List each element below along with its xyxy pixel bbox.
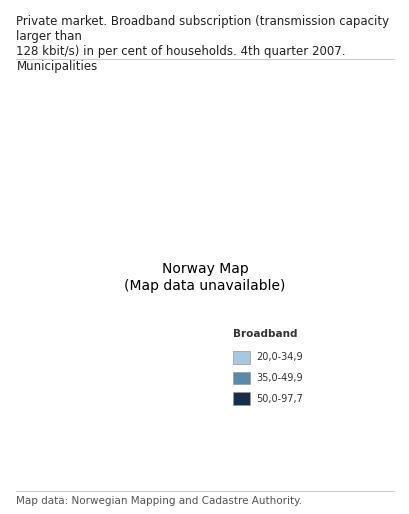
- Text: Broadband: Broadband: [232, 329, 297, 339]
- FancyBboxPatch shape: [232, 392, 249, 405]
- Text: 50,0-97,7: 50,0-97,7: [256, 394, 302, 403]
- Text: 35,0-49,9: 35,0-49,9: [256, 373, 302, 383]
- FancyBboxPatch shape: [232, 372, 249, 384]
- Text: 20,0-34,9: 20,0-34,9: [256, 353, 302, 362]
- Text: Map data: Norwegian Mapping and Cadastre Authority.: Map data: Norwegian Mapping and Cadastre…: [16, 496, 302, 506]
- Text: Private market. Broadband subscription (transmission capacity larger than
128 kb: Private market. Broadband subscription (…: [16, 15, 389, 74]
- Text: Norway Map
(Map data unavailable): Norway Map (Map data unavailable): [124, 263, 285, 292]
- FancyBboxPatch shape: [232, 351, 249, 364]
